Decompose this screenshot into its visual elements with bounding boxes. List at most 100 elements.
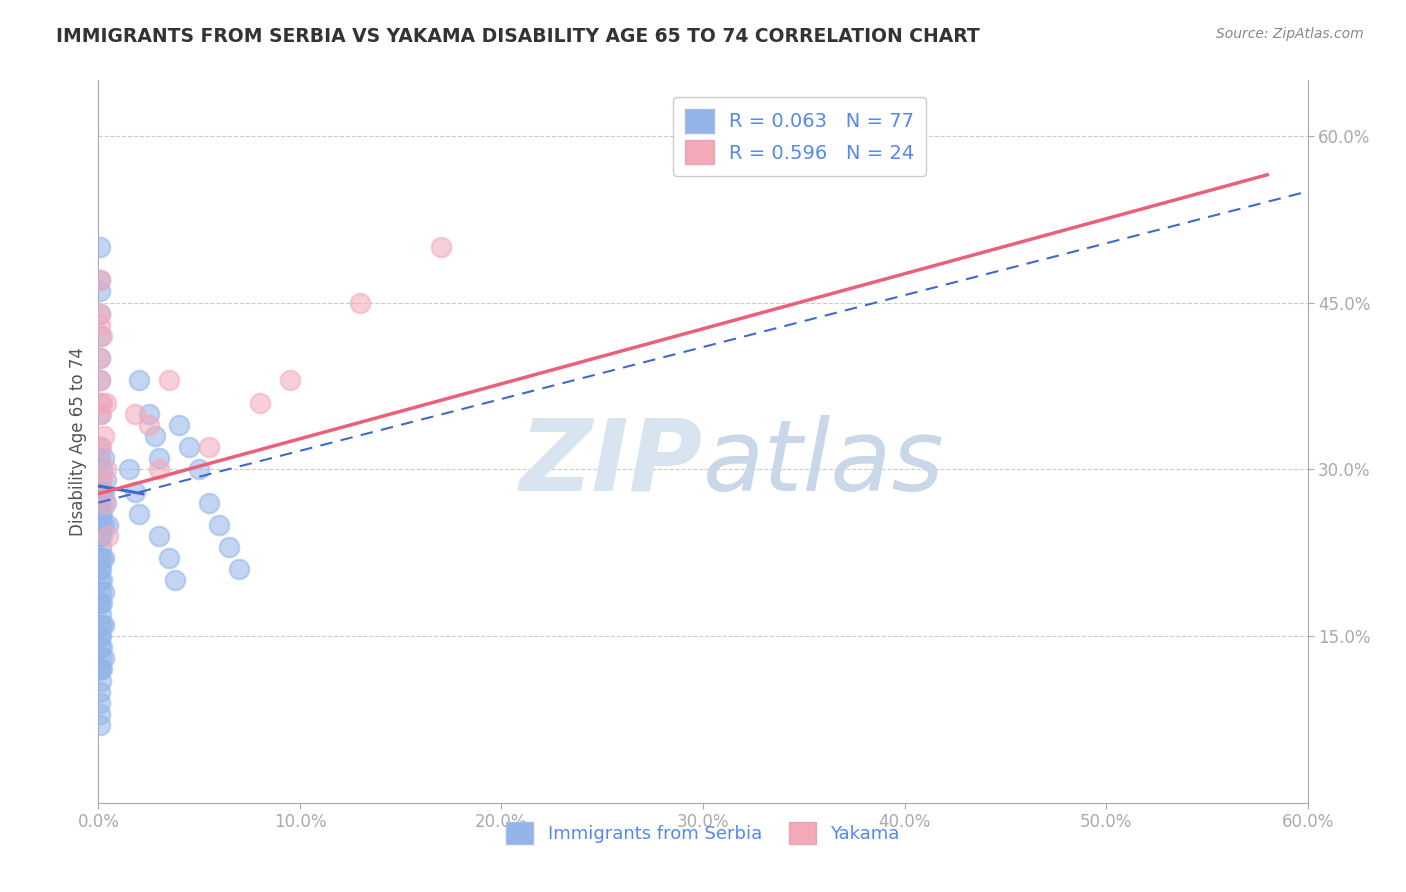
Point <box>124 484 146 499</box>
Point <box>91 596 114 610</box>
Point <box>93 429 115 443</box>
Point <box>90 517 112 532</box>
Point <box>89 240 111 254</box>
Point <box>89 329 111 343</box>
Point <box>90 540 112 554</box>
Point <box>124 407 146 421</box>
Point <box>90 440 112 454</box>
Point <box>89 629 111 643</box>
Point <box>89 273 111 287</box>
Point <box>93 584 115 599</box>
Point <box>198 496 221 510</box>
Point <box>138 407 160 421</box>
Text: IMMIGRANTS FROM SERBIA VS YAKAMA DISABILITY AGE 65 TO 74 CORRELATION CHART: IMMIGRANTS FROM SERBIA VS YAKAMA DISABIL… <box>56 27 980 45</box>
Point <box>90 496 112 510</box>
Point <box>91 529 114 543</box>
Point <box>148 529 170 543</box>
Point <box>91 618 114 632</box>
Point <box>93 496 115 510</box>
Point <box>157 551 180 566</box>
Point <box>91 640 114 655</box>
Point <box>89 596 111 610</box>
Legend: Immigrants from Serbia, Yakama: Immigrants from Serbia, Yakama <box>499 815 907 852</box>
Point <box>96 474 118 488</box>
Point <box>96 462 118 476</box>
Text: atlas: atlas <box>703 415 945 512</box>
Point <box>89 451 111 466</box>
Point <box>179 440 201 454</box>
Point <box>89 551 111 566</box>
Point <box>89 706 111 721</box>
Point <box>188 462 211 476</box>
Point <box>148 451 170 466</box>
Point <box>97 517 120 532</box>
Point <box>89 529 111 543</box>
Point <box>89 484 111 499</box>
Point <box>89 273 111 287</box>
Point <box>96 395 118 409</box>
Point <box>89 318 111 332</box>
Point <box>91 662 114 676</box>
Point <box>90 474 112 488</box>
Point <box>89 307 111 321</box>
Point <box>89 696 111 710</box>
Point <box>89 662 111 676</box>
Y-axis label: Disability Age 65 to 74: Disability Age 65 to 74 <box>69 347 87 536</box>
Point <box>89 351 111 366</box>
Point <box>89 373 111 387</box>
Point <box>91 551 114 566</box>
Point <box>89 618 111 632</box>
Point <box>89 407 111 421</box>
Point <box>167 417 190 432</box>
Point <box>128 507 150 521</box>
Point <box>89 307 111 321</box>
Point <box>89 373 111 387</box>
Point <box>91 329 114 343</box>
Point <box>96 496 118 510</box>
Point <box>89 574 111 588</box>
Point <box>91 474 114 488</box>
Point <box>138 417 160 432</box>
Point <box>228 562 250 576</box>
Point <box>157 373 180 387</box>
Point <box>89 684 111 698</box>
Point <box>208 517 231 532</box>
Point <box>90 407 112 421</box>
Point <box>91 574 114 588</box>
Text: ZIP: ZIP <box>520 415 703 512</box>
Point <box>91 484 114 499</box>
Point <box>89 640 111 655</box>
Point <box>93 451 115 466</box>
Point <box>128 373 150 387</box>
Point <box>89 351 111 366</box>
Point <box>89 440 111 454</box>
Point <box>90 673 112 688</box>
Point <box>93 551 115 566</box>
Point <box>430 240 453 254</box>
Point <box>91 462 114 476</box>
Point <box>89 718 111 732</box>
Point <box>118 462 141 476</box>
Point <box>93 484 115 499</box>
Point <box>93 651 115 665</box>
Point <box>89 662 111 676</box>
Point <box>89 395 111 409</box>
Point <box>91 395 114 409</box>
Point <box>97 529 120 543</box>
Point <box>89 496 111 510</box>
Point <box>249 395 271 409</box>
Point <box>278 373 301 387</box>
Point <box>89 507 111 521</box>
Text: Source: ZipAtlas.com: Source: ZipAtlas.com <box>1216 27 1364 41</box>
Point <box>89 596 111 610</box>
Point <box>143 429 166 443</box>
Point <box>163 574 186 588</box>
Point <box>198 440 221 454</box>
Point <box>148 462 170 476</box>
Point <box>349 295 371 310</box>
Point <box>90 584 112 599</box>
Point <box>90 562 112 576</box>
Point <box>93 618 115 632</box>
Point <box>90 629 112 643</box>
Point <box>90 607 112 621</box>
